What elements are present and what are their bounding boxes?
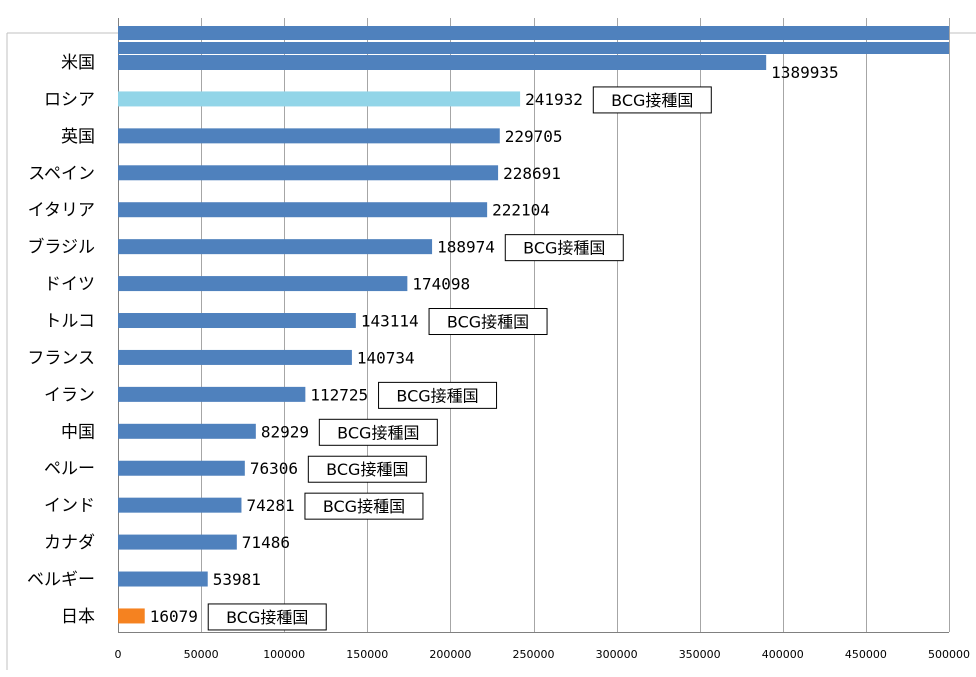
x-tick-label: 350000 bbox=[679, 648, 721, 661]
x-tick-label: 100000 bbox=[263, 648, 305, 661]
value-label: 76306 bbox=[250, 459, 298, 478]
value-label: 112725 bbox=[310, 385, 368, 404]
category-label: ベルギー bbox=[27, 570, 95, 590]
value-label: 174098 bbox=[412, 275, 470, 294]
note-box bbox=[207, 603, 327, 631]
x-tick-labels: 0 50000 100000 150000 200000 250000 300000 3500… bbox=[115, 648, 971, 661]
value-label: 71486 bbox=[242, 533, 290, 552]
value-label: 82929 bbox=[261, 422, 309, 441]
value-label: 140734 bbox=[357, 348, 415, 367]
x-tick-label: 450000 bbox=[845, 648, 887, 661]
value-label: 74281 bbox=[246, 496, 294, 515]
bar bbox=[118, 128, 500, 144]
x-tick-label: 500000 bbox=[928, 648, 970, 661]
note-box bbox=[307, 455, 427, 483]
bar bbox=[118, 202, 488, 218]
category-label: 中国 bbox=[61, 422, 95, 442]
category-label: 英国 bbox=[61, 127, 95, 147]
bar-overflow-segment bbox=[118, 42, 949, 54]
note-boxes: BCG接種国 BCG接種国 BCG接種国 BCG接種国 BCG接種国 BCG接種国 BCG接… bbox=[207, 86, 712, 631]
category-label: スペイン bbox=[28, 164, 95, 184]
bar bbox=[118, 423, 256, 439]
x-tick-label: 0 bbox=[115, 648, 122, 661]
note-box bbox=[318, 418, 438, 446]
value-labels: 1389935 241932 229705 228691 222104 188974 174… bbox=[150, 63, 839, 626]
note-label: BCG接種国 bbox=[611, 91, 693, 110]
category-label: ドイツ bbox=[44, 275, 95, 295]
note-box bbox=[378, 381, 498, 409]
category-label: ブラジル bbox=[27, 237, 95, 258]
note-label: BCG接種国 bbox=[447, 313, 529, 332]
value-label: 53981 bbox=[213, 570, 261, 589]
note-box bbox=[592, 86, 712, 114]
value-label: 222104 bbox=[492, 201, 550, 220]
note-box bbox=[304, 492, 424, 520]
note-label: BCG接種国 bbox=[323, 497, 405, 516]
category-label: インド bbox=[44, 496, 95, 516]
x-tick-label: 300000 bbox=[596, 648, 638, 661]
bar bbox=[118, 534, 237, 550]
note-label: BCG接種国 bbox=[337, 423, 419, 442]
note-label: BCG接種国 bbox=[326, 460, 408, 479]
bar-overflow-segment bbox=[118, 26, 949, 40]
value-label: 143114 bbox=[361, 312, 419, 331]
note-label: BCG接種国 bbox=[523, 239, 605, 258]
category-labels: 米国ロシア英国スペインイタリアブラジルドイツトルコフランスイラン中国ペルーインド… bbox=[27, 53, 95, 627]
category-label: カナダ bbox=[44, 533, 95, 553]
category-label: 日本 bbox=[61, 607, 95, 627]
bar bbox=[118, 55, 767, 70]
value-label: 1389935 bbox=[771, 63, 838, 82]
bar bbox=[118, 386, 306, 402]
bar bbox=[118, 497, 242, 513]
category-label: トルコ bbox=[44, 312, 95, 332]
bar bbox=[118, 349, 352, 365]
bar bbox=[118, 165, 499, 181]
bars bbox=[118, 26, 949, 624]
note-box bbox=[504, 234, 624, 262]
value-label: 228691 bbox=[503, 164, 561, 183]
value-label: 241932 bbox=[525, 90, 583, 109]
category-label: フランス bbox=[27, 348, 95, 368]
category-label: ロシア bbox=[44, 90, 95, 110]
note-label: BCG接種国 bbox=[226, 608, 308, 627]
value-label: 229705 bbox=[505, 127, 563, 146]
value-label: 188974 bbox=[437, 238, 495, 257]
bar bbox=[118, 571, 208, 587]
bar bbox=[118, 313, 356, 329]
bar bbox=[118, 276, 408, 292]
note-label: BCG接種国 bbox=[396, 386, 478, 405]
bar bbox=[118, 91, 521, 107]
category-label: イラン bbox=[44, 385, 95, 405]
x-tick-label: 50000 bbox=[184, 648, 219, 661]
bar bbox=[118, 608, 145, 624]
category-label: イタリア bbox=[28, 201, 95, 221]
bar bbox=[118, 460, 245, 476]
value-label: 16079 bbox=[150, 607, 198, 626]
bar bbox=[118, 239, 433, 255]
note-box bbox=[428, 308, 548, 336]
x-tick-label: 150000 bbox=[346, 648, 388, 661]
x-tick-label: 250000 bbox=[513, 648, 555, 661]
category-label: ペルー bbox=[44, 459, 95, 479]
x-tick-label: 200000 bbox=[429, 648, 471, 661]
x-tick-label: 400000 bbox=[762, 648, 804, 661]
category-label: 米国 bbox=[61, 53, 95, 73]
